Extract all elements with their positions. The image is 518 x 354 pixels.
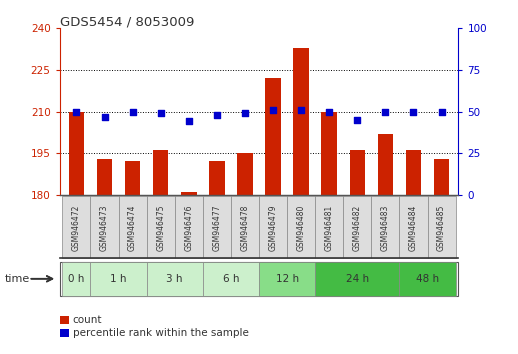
Text: 6 h: 6 h bbox=[223, 274, 239, 284]
Text: GSM946480: GSM946480 bbox=[297, 204, 306, 251]
Text: GSM946479: GSM946479 bbox=[268, 204, 278, 251]
Text: percentile rank within the sample: percentile rank within the sample bbox=[73, 328, 249, 338]
Text: 12 h: 12 h bbox=[276, 274, 299, 284]
Bar bbox=[293, 48, 309, 354]
Text: GSM946481: GSM946481 bbox=[325, 204, 334, 251]
Text: GSM946478: GSM946478 bbox=[240, 204, 250, 251]
Text: 3 h: 3 h bbox=[166, 274, 183, 284]
Point bbox=[100, 114, 109, 119]
Text: GSM946475: GSM946475 bbox=[156, 204, 165, 251]
Bar bbox=[69, 112, 84, 354]
Bar bbox=[322, 112, 337, 354]
Bar bbox=[378, 134, 393, 354]
Point bbox=[381, 109, 390, 114]
Bar bbox=[265, 78, 281, 354]
Text: 1 h: 1 h bbox=[110, 274, 127, 284]
Text: GSM946472: GSM946472 bbox=[72, 204, 81, 251]
Text: 0 h: 0 h bbox=[68, 274, 84, 284]
Bar bbox=[209, 161, 225, 354]
Text: GSM946477: GSM946477 bbox=[212, 204, 221, 251]
Point bbox=[325, 109, 334, 114]
Bar bbox=[350, 150, 365, 354]
Text: count: count bbox=[73, 315, 102, 325]
Point bbox=[409, 109, 418, 114]
Point bbox=[73, 109, 81, 114]
Point bbox=[297, 107, 305, 113]
Text: 48 h: 48 h bbox=[416, 274, 439, 284]
Text: GSM946476: GSM946476 bbox=[184, 204, 193, 251]
Point bbox=[269, 107, 277, 113]
Text: GDS5454 / 8053009: GDS5454 / 8053009 bbox=[60, 16, 194, 29]
Bar bbox=[97, 159, 112, 354]
Point bbox=[353, 117, 362, 123]
Point bbox=[128, 109, 137, 114]
Point bbox=[156, 110, 165, 116]
Bar bbox=[153, 150, 168, 354]
Text: GSM946473: GSM946473 bbox=[100, 204, 109, 251]
Point bbox=[241, 110, 249, 116]
Text: GSM946482: GSM946482 bbox=[353, 204, 362, 251]
Text: GSM946485: GSM946485 bbox=[437, 204, 446, 251]
Point bbox=[437, 109, 445, 114]
Bar bbox=[237, 153, 253, 354]
Text: GSM946484: GSM946484 bbox=[409, 204, 418, 251]
Point bbox=[184, 119, 193, 124]
Point bbox=[213, 112, 221, 118]
Bar bbox=[181, 192, 196, 354]
Bar bbox=[125, 161, 140, 354]
Bar bbox=[434, 159, 449, 354]
Text: 24 h: 24 h bbox=[346, 274, 369, 284]
Text: GSM946474: GSM946474 bbox=[128, 204, 137, 251]
Text: time: time bbox=[5, 274, 31, 284]
Text: GSM946483: GSM946483 bbox=[381, 204, 390, 251]
Bar bbox=[406, 150, 421, 354]
